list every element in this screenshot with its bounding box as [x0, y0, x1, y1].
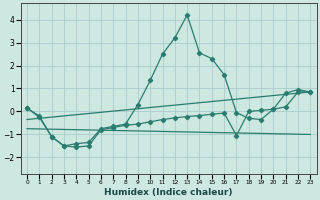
X-axis label: Humidex (Indice chaleur): Humidex (Indice chaleur) [104, 188, 233, 197]
